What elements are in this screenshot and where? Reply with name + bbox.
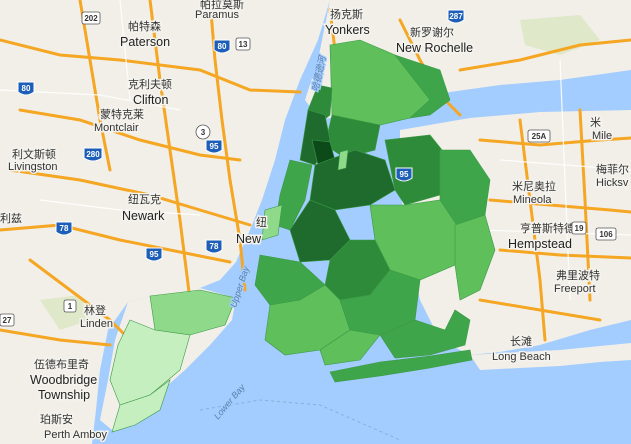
svg-text:27: 27 — [3, 316, 12, 325]
svg-text:78: 78 — [60, 224, 69, 233]
park-area — [40, 295, 90, 330]
region-jamaica-bay[interactable] — [379, 309, 471, 359]
label-woodbridge: Woodbridge — [30, 373, 97, 387]
label-newrochelle-zh: 新罗谢尔 — [410, 25, 454, 39]
label-mineola: Mineola — [513, 194, 552, 206]
label-freeport-zh: 弗里波特 — [556, 268, 600, 282]
shield-106: 106 — [595, 227, 617, 241]
region-bronx-east[interactable] — [394, 54, 451, 119]
shield-95: 95 — [395, 167, 413, 182]
label-mile: Mile — [592, 130, 612, 142]
label-perthamboy-zh: 珀斯安 — [40, 412, 73, 426]
label-paterson-zh: 帕特森 — [128, 19, 161, 33]
new-jersey-land — [0, 0, 330, 444]
label-longbeach-zh: 长滩 — [510, 334, 532, 348]
svg-text:280: 280 — [86, 150, 100, 159]
shield-19: 19 — [571, 221, 587, 235]
shield-202: 202 — [81, 11, 101, 25]
label-perthamboy: Perth Amboy — [44, 429, 107, 441]
label-hicksville: Hicksv — [596, 177, 629, 189]
svg-text:95: 95 — [150, 250, 159, 259]
svg-text:19: 19 — [575, 224, 584, 233]
label-lower-bay: Lower Bay — [212, 382, 247, 421]
label-freeport: Freeport — [554, 283, 596, 295]
label-paramus-zh: 帕拉莫斯 — [200, 0, 244, 11]
svg-text:80: 80 — [22, 84, 31, 93]
label-paterson: Paterson — [120, 35, 170, 49]
label-livingston: Livingston — [8, 161, 58, 173]
label-mineola-zh: 米尼奥拉 — [512, 179, 556, 193]
label-upper-bay: Upper Bay — [228, 265, 251, 309]
label-longbeach: Long Beach — [492, 351, 551, 363]
label-livingston-zh: 利文斯顿 — [12, 147, 56, 161]
label-woodbridge-zh: 伍德布里奇 — [34, 357, 89, 371]
nyc-choropleth[interactable] — [109, 39, 496, 433]
label-newrochelle: New Rochelle — [396, 41, 473, 55]
svg-text:78: 78 — [210, 242, 219, 251]
svg-text:287: 287 — [449, 12, 463, 21]
label-hempstead-zh: 亨普斯特德 — [520, 221, 575, 235]
region-queens-far-east[interactable] — [454, 214, 496, 301]
svg-text:95: 95 — [400, 170, 409, 179]
label-clifton: Clifton — [133, 93, 168, 107]
label-yonkers: Yonkers — [325, 23, 370, 37]
shield-287: 287 — [447, 9, 465, 24]
shield-25a: 25A — [527, 129, 551, 143]
label-clifton-zh: 克利夫顿 — [128, 77, 172, 91]
region-brooklyn-coast[interactable] — [319, 329, 381, 366]
label-montclair: Montclair — [94, 122, 139, 134]
long-island-south-shore — [470, 343, 631, 370]
svg-text:25A: 25A — [532, 132, 547, 141]
label-township: Township — [38, 388, 90, 402]
label-montclair-zh: 蒙特克莱 — [100, 107, 144, 121]
label-hicksville-zh: 梅菲尔 — [596, 162, 629, 176]
label-newyork: New — [236, 232, 262, 246]
route-shields: 287 202 80 80 95 95 95 280 — [0, 9, 617, 327]
shield-80: 80 — [17, 81, 35, 96]
shield-95: 95 — [145, 247, 163, 262]
label-yonkers-zh: 扬克斯 — [330, 7, 363, 21]
label-linden-zh: 林登 — [84, 303, 106, 317]
svg-text:1: 1 — [68, 302, 73, 311]
svg-text:3: 3 — [201, 128, 206, 137]
shield-95: 95 — [205, 139, 223, 154]
shield-80: 80 — [213, 39, 231, 54]
svg-text:202: 202 — [84, 14, 98, 23]
shield-78: 78 — [205, 239, 223, 254]
region-rockaway[interactable] — [329, 349, 473, 383]
svg-text:106: 106 — [599, 230, 613, 239]
shipping-lane — [199, 399, 401, 441]
svg-text:13: 13 — [239, 40, 248, 49]
shield-3: 3 — [195, 124, 211, 140]
region-staten-south[interactable] — [111, 379, 171, 433]
label-newark: Newark — [122, 209, 165, 223]
label-newyork-zh: 纽 — [256, 215, 267, 229]
shield-27: 27 — [0, 313, 15, 327]
label-linden: Linden — [80, 318, 113, 330]
shield-13: 13 — [235, 37, 251, 51]
shield-78: 78 — [55, 221, 73, 236]
shield-1: 1 — [63, 299, 77, 313]
label-paramus: Paramus — [195, 9, 240, 21]
label-mile-zh: 米 — [590, 116, 601, 129]
region-manhattan-tip[interactable] — [261, 204, 283, 241]
minor-roads — [0, 0, 631, 301]
label-hempstead: Hempstead — [508, 237, 572, 251]
region-roosevelt[interactable] — [337, 149, 349, 171]
label-lzl-zh: 利兹 — [0, 212, 22, 225]
svg-text:80: 80 — [218, 42, 227, 51]
label-newark-zh: 纽瓦克 — [128, 192, 161, 206]
svg-text:95: 95 — [210, 142, 219, 151]
shield-280: 280 — [83, 147, 103, 162]
